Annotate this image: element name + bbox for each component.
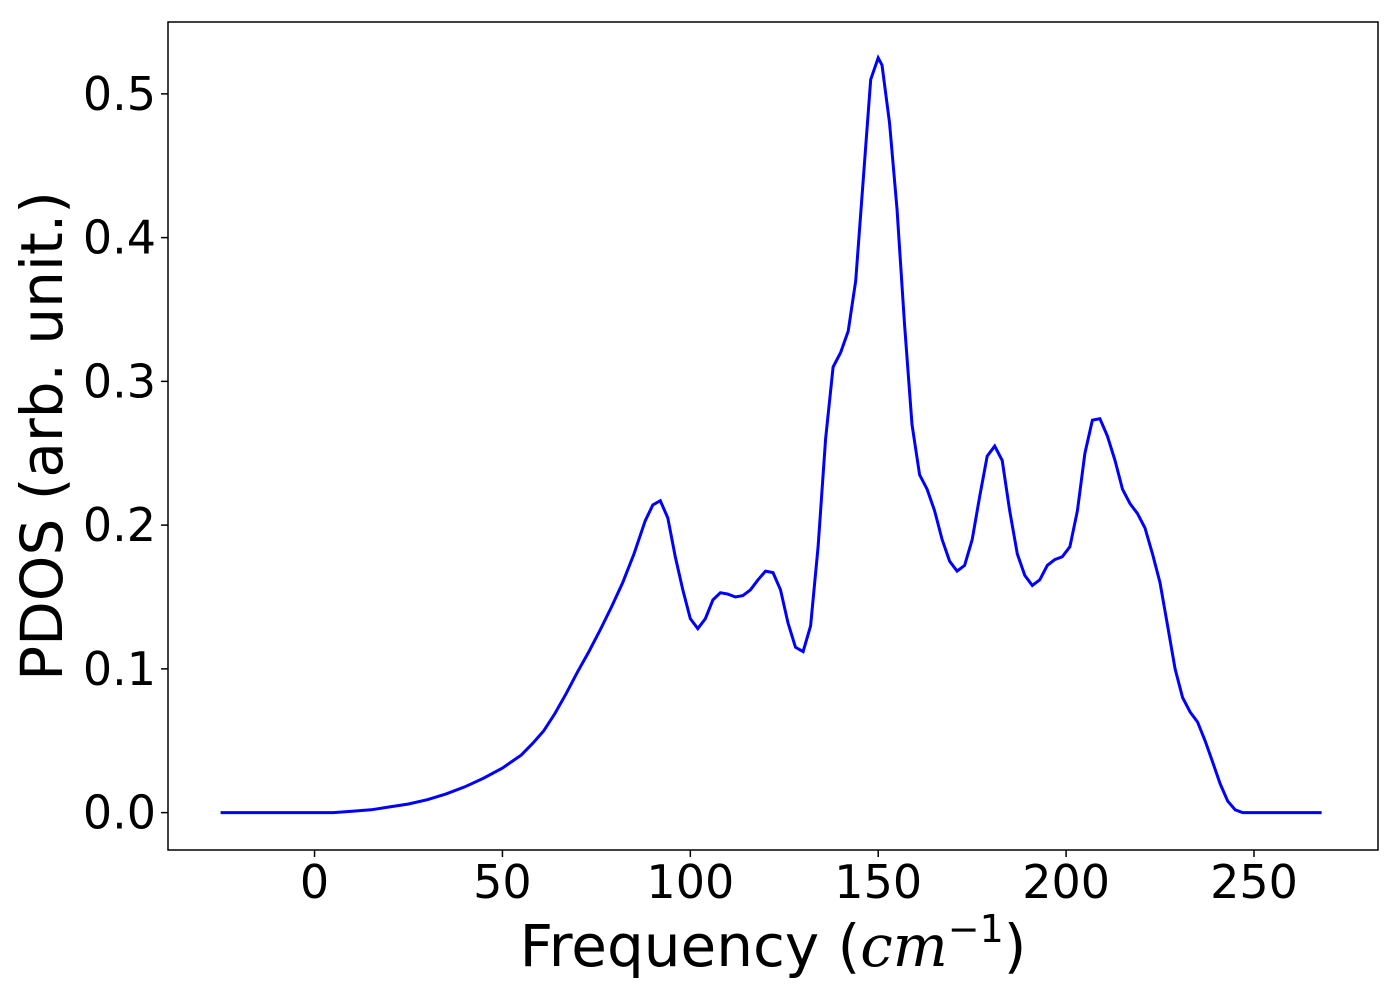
y-tick-label: 0.5	[83, 67, 156, 121]
x-axis-label-close: )	[1004, 912, 1027, 980]
x-axis-label-text: Frequency (	[520, 912, 861, 980]
x-axis-label: Frequency (cm−1)	[520, 907, 1027, 980]
x-tick-label: 100	[646, 855, 734, 909]
x-axis-ticks: 0 50 100 150 200 250	[300, 850, 1298, 909]
y-axis-ticks: 0.0 0.1 0.2 0.3 0.4 0.5	[83, 67, 168, 840]
x-tick-label: 200	[1022, 855, 1110, 909]
y-tick-label: 0.3	[83, 354, 156, 408]
plot-area	[167, 21, 1379, 851]
y-tick-label: 0.4	[83, 211, 156, 265]
series-line	[220, 54, 1322, 815]
x-axis-label-exponent: −1	[948, 907, 1004, 951]
x-tick-label: 250	[1210, 855, 1298, 909]
x-tick-label: 150	[834, 855, 922, 909]
y-tick-label: 0.2	[83, 498, 156, 552]
y-tick-label: 0.0	[83, 786, 156, 840]
x-axis-label-unit: cm	[860, 912, 947, 980]
y-tick-label: 0.1	[83, 642, 156, 696]
x-tick-label: 50	[473, 855, 532, 909]
y-axis-label: PDOS (arb. unit.)	[8, 191, 76, 681]
x-tick-label: 0	[300, 855, 329, 909]
